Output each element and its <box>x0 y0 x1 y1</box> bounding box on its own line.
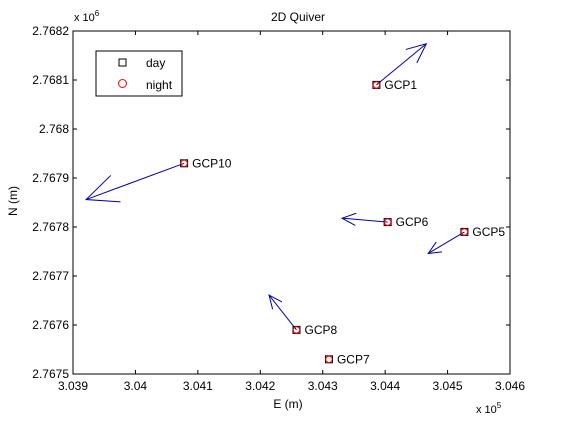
arrow-head <box>84 175 121 203</box>
x-tick-label: 3.043 <box>308 379 338 393</box>
arrow-head <box>427 241 443 255</box>
plot-area-frame <box>72 30 511 375</box>
y-tick-label: 2.7675 <box>32 367 69 381</box>
y-tick-label: 2.7678 <box>32 220 69 234</box>
x-tick-label: 3.042 <box>245 379 275 393</box>
x-axis-label: E (m) <box>273 397 302 411</box>
point-markers <box>180 80 469 364</box>
y-axis-ticks: 2.7675 2.7676 2.7677 2.7678 2.7679 2.768 2.768… <box>32 24 510 381</box>
y-axis-label: N (m) <box>6 186 20 216</box>
y-tick-label: 2.7676 <box>32 318 69 332</box>
axes-box <box>72 30 511 375</box>
point-label: GCP1 <box>384 78 417 92</box>
arrow-shaft <box>85 162 185 201</box>
y-tick-label: 2.7682 <box>32 24 69 38</box>
night-marker <box>292 326 301 334</box>
point-label: GCP5 <box>472 225 505 239</box>
legend-night-marker <box>118 79 127 88</box>
legend-day-label: day <box>146 56 165 70</box>
x-tick-label: 3.041 <box>183 379 213 393</box>
x-tick-label: 3.04 <box>124 379 148 393</box>
point-label: GCP8 <box>304 323 337 337</box>
y-tick-label: 2.7681 <box>32 73 69 87</box>
y-axis-multiplier: x 106 <box>74 9 100 24</box>
arrow-shaft <box>376 43 427 86</box>
arrow-shaft <box>268 294 297 331</box>
legend-box <box>95 50 183 97</box>
arrow-head <box>340 212 357 226</box>
x-tick-label: 3.045 <box>433 379 463 393</box>
x-axis-multiplier-exponent: 5 <box>497 401 502 410</box>
x-tick-label: 3.039 <box>58 379 88 393</box>
y-tick-label: 2.768 <box>39 122 69 136</box>
night-marker <box>383 218 392 226</box>
chart-title: 2D Quiver <box>271 10 325 24</box>
arrow-head <box>405 42 428 64</box>
y-tick-label: 2.7679 <box>32 171 69 185</box>
x-axis-multiplier-base: x 10 <box>476 404 497 416</box>
point-label: GCP6 <box>396 215 429 229</box>
point-labels: GCP1 GCP10 GCP6 GCP5 GCP8 GCP7 <box>192 78 505 366</box>
legend: day night <box>95 50 183 97</box>
quiver-arrows <box>84 42 465 331</box>
legend-night-label: night <box>146 78 173 92</box>
point-label: GCP7 <box>337 352 370 366</box>
night-marker <box>372 81 381 89</box>
night-marker <box>325 355 333 363</box>
legend-day-marker <box>118 58 127 67</box>
arrow-head <box>268 294 283 310</box>
y-axis-multiplier-exponent: 6 <box>95 9 100 18</box>
arrow-shaft <box>427 231 465 254</box>
arrow-shaft <box>342 217 388 223</box>
point-label: GCP10 <box>192 156 232 170</box>
x-tick-label: 3.046 <box>495 379 525 393</box>
night-marker <box>180 159 188 168</box>
x-axis-multiplier: x 105 <box>476 401 502 416</box>
night-marker <box>460 228 469 236</box>
x-tick-label: 3.044 <box>370 379 400 393</box>
y-tick-label: 2.7677 <box>32 269 69 283</box>
y-axis-multiplier-base: x 10 <box>74 12 95 24</box>
x-axis-ticks: 3.039 3.04 3.041 3.042 3.043 3.044 3.045 3.046 <box>58 31 525 393</box>
